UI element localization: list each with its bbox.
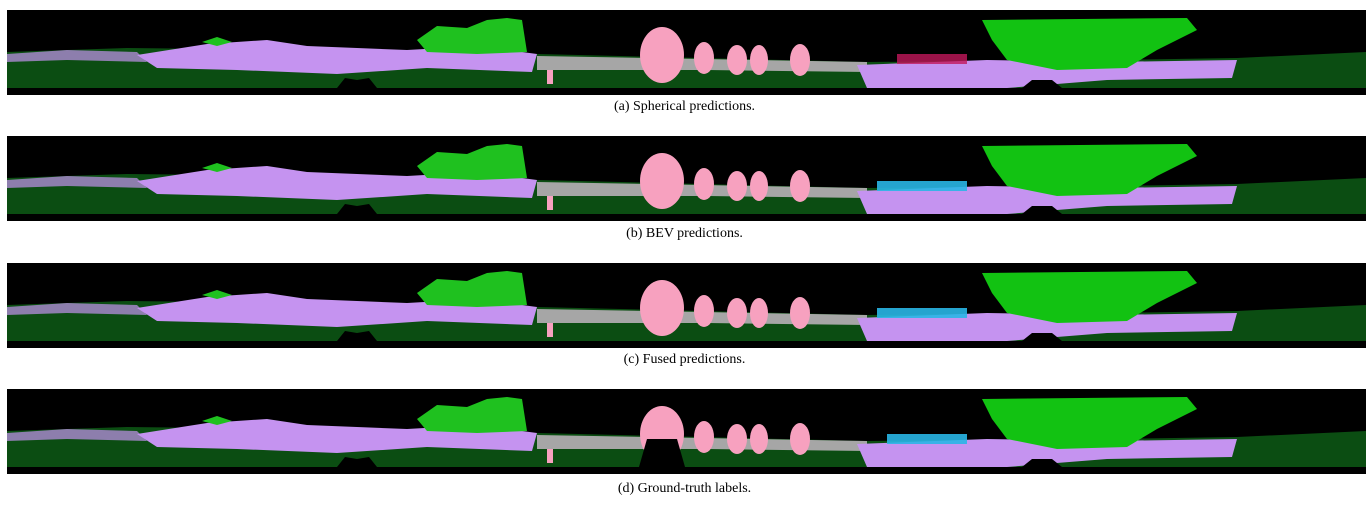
figure-page: (a) Spherical predictions. (b) BEV predi… (0, 0, 1369, 509)
segmentation-image (7, 136, 1366, 221)
segmentation-image (7, 389, 1366, 474)
segmentation-image (7, 263, 1366, 348)
caption: (c) Fused predictions. (0, 352, 1369, 368)
caption: (b) BEV predictions. (0, 226, 1369, 242)
segmentation-image (7, 10, 1366, 95)
caption: (a) Spherical predictions. (0, 99, 1369, 115)
caption: (d) Ground-truth labels. (0, 481, 1369, 497)
